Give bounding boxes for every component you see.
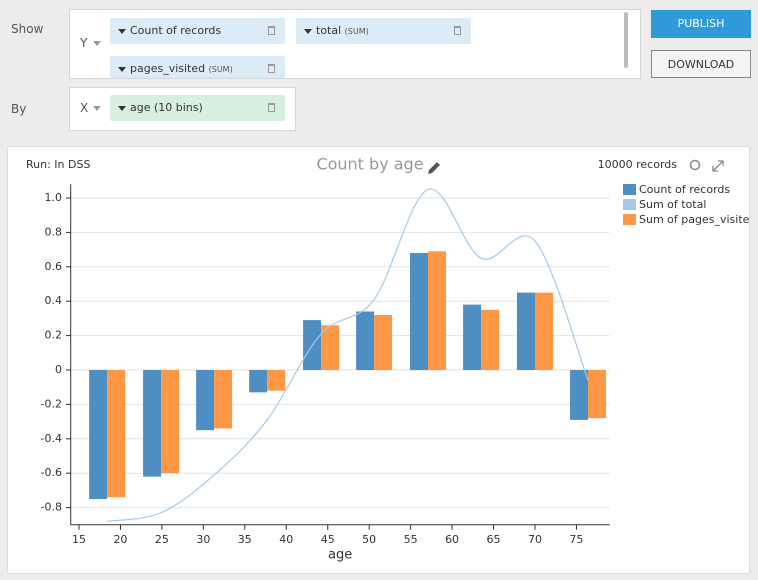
x-tick-label: 15 — [72, 533, 86, 546]
x-tick-label: 50 — [362, 533, 376, 546]
bar — [428, 251, 447, 370]
x-panel: X age (10 bins) — [69, 87, 296, 131]
x-caret — [93, 106, 101, 115]
y-axis-label: Y — [80, 36, 88, 50]
refresh-icon[interactable] — [689, 159, 701, 171]
y-tick-label: 0.6 — [45, 260, 63, 273]
field-name: pages_visited — [130, 62, 206, 75]
bar — [374, 314, 393, 370]
y-field[interactable]: pages_visited (SUM) — [110, 56, 285, 78]
y-caret — [93, 41, 101, 50]
x-tick-label: 65 — [487, 533, 501, 546]
y-tick-label: -0.4 — [41, 432, 62, 445]
x-tick-label: 75 — [569, 533, 583, 546]
legend-swatch — [623, 184, 636, 195]
bar — [107, 370, 126, 498]
bar — [89, 370, 108, 499]
legend-swatch — [623, 214, 636, 225]
scrollbar[interactable] — [624, 12, 628, 68]
chart: Run: In DSS Count by age 10000 records 1… — [26, 155, 750, 563]
bar — [249, 370, 268, 393]
y-tick-label: 0.8 — [45, 225, 63, 238]
legend-label: Count of records — [639, 183, 730, 196]
bar — [196, 370, 215, 431]
bar — [143, 370, 162, 477]
x-tick-label: 35 — [238, 533, 252, 546]
y-tick-label: 0.2 — [45, 329, 63, 342]
x-tick-label: 20 — [113, 533, 127, 546]
x-field[interactable]: age (10 bins) — [110, 95, 285, 121]
x-tick-label: 70 — [528, 533, 542, 546]
bar — [534, 292, 553, 370]
legend-label: Sum of pages_visited — [639, 213, 750, 226]
x-tick-label: 55 — [404, 533, 418, 546]
y-tick-label: 0 — [55, 363, 62, 376]
bar — [481, 309, 500, 370]
field-name: age (10 bins) — [130, 101, 203, 114]
show-label: Show — [11, 22, 44, 36]
field-name: Count of records — [130, 24, 222, 37]
download-button[interactable]: DOWNLOAD — [651, 50, 751, 78]
y-tick-label: -0.8 — [41, 501, 62, 514]
bar — [463, 304, 482, 370]
field-agg: (SUM) — [344, 27, 369, 36]
x-axis-label: X — [80, 101, 89, 115]
trash-icon[interactable] — [454, 26, 461, 35]
y-tick-label: 1.0 — [45, 191, 63, 204]
trash-icon[interactable] — [268, 103, 275, 112]
y-tick-label: -0.6 — [41, 466, 62, 479]
bar — [321, 325, 340, 370]
field-agg: (SUM) — [208, 65, 233, 74]
y-field[interactable]: Count of records — [110, 18, 285, 44]
bar — [410, 253, 429, 370]
bar — [267, 370, 286, 391]
by-label: By — [11, 102, 27, 116]
x-tick-label: 45 — [321, 533, 335, 546]
publish-button[interactable]: PUBLISH — [651, 10, 751, 38]
y-tick-label: -0.2 — [41, 397, 62, 410]
x-tick-label: 60 — [445, 533, 459, 546]
y-panel: Y Count of records total (SUM) pages_vis… — [69, 9, 641, 79]
trash-icon[interactable] — [268, 26, 275, 35]
bar — [356, 311, 375, 370]
trash-icon[interactable] — [268, 64, 275, 73]
bar — [570, 370, 589, 420]
run-label: Run: In DSS — [26, 158, 90, 171]
bar — [161, 370, 180, 474]
expand-icon[interactable] — [712, 160, 724, 172]
bar — [588, 370, 607, 419]
legend-swatch — [623, 199, 636, 210]
edit-icon[interactable] — [428, 162, 440, 174]
bar — [214, 370, 233, 429]
legend-label: Sum of total — [639, 198, 706, 211]
bar — [516, 292, 535, 370]
y-field[interactable]: total (SUM) — [296, 18, 471, 44]
x-tick-label: 25 — [155, 533, 169, 546]
records-count: 10000 records — [598, 158, 678, 171]
x-tick-label: 30 — [196, 533, 210, 546]
x-tick-label: 40 — [279, 533, 293, 546]
x-axis-label: age — [328, 547, 352, 562]
y-tick-label: 0.4 — [45, 294, 63, 307]
line — [107, 188, 589, 522]
chart-title: Count by age — [316, 155, 423, 174]
field-name: total — [316, 24, 342, 37]
